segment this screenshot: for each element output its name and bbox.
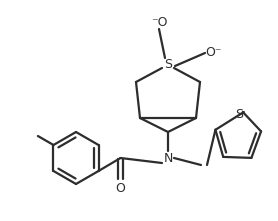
Text: S: S [164,59,172,72]
Text: S: S [235,107,243,120]
Text: O⁻: O⁻ [205,46,221,59]
Text: O: O [116,181,125,194]
Text: N: N [163,152,173,164]
Text: ⁻O: ⁻O [151,15,167,29]
